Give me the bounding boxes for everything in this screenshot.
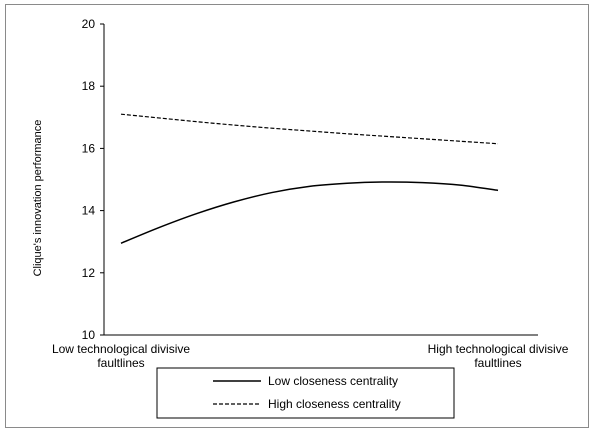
- legend-box: [156, 367, 455, 419]
- x-label-right-line2: faultlines: [474, 356, 521, 370]
- y-axis-title: Clique's innovation performance: [32, 120, 44, 277]
- y-tick-label: 10: [82, 328, 96, 342]
- chart-frame: [5, 4, 589, 428]
- legend-label-high: High closeness centrality: [268, 397, 401, 411]
- legend-label-low: Low closeness centrality: [268, 374, 398, 388]
- y-tick-label: 16: [82, 141, 96, 155]
- y-tick-label: 14: [82, 204, 96, 218]
- y-tick-label: 20: [82, 17, 96, 31]
- series-line-high-closeness: [120, 113, 499, 145]
- series-group: [120, 113, 499, 244]
- y-ticks: 10 12 14 16 18 20: [82, 17, 104, 342]
- x-label-left-line2: faultlines: [97, 356, 144, 370]
- x-label-right-line1: High technological divisive: [428, 342, 569, 356]
- y-tick-label: 12: [82, 266, 96, 280]
- x-label-left-line1: Low technological divisive: [52, 342, 190, 356]
- y-tick-label: 18: [82, 79, 96, 93]
- series-line-low-closeness: [120, 181, 499, 244]
